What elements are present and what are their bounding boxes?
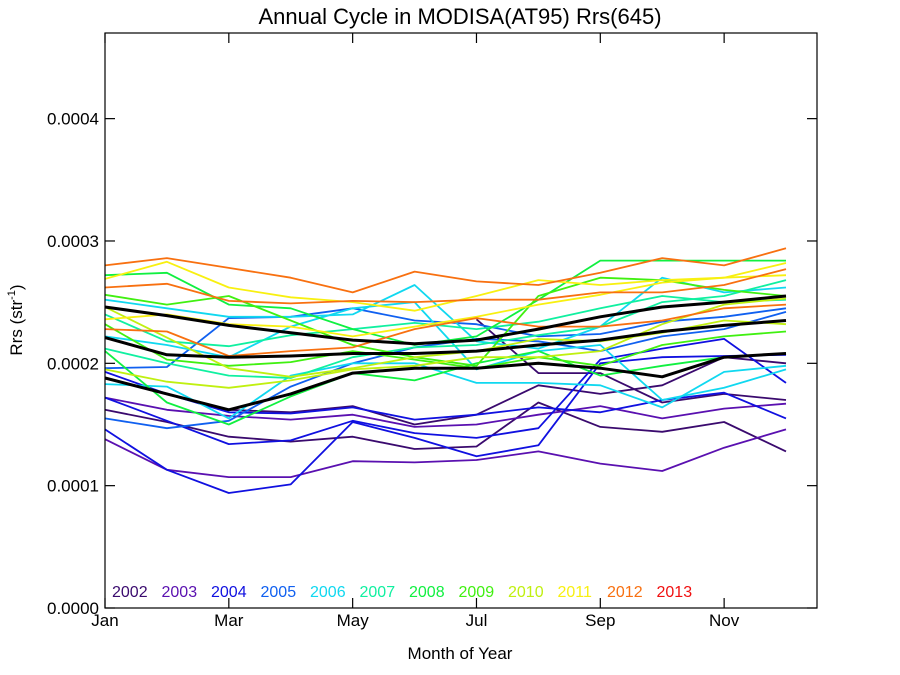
y-tick-label: 0.0001 (47, 477, 99, 496)
legend-item-2010: 2010 (508, 584, 544, 601)
y-tick-label: 0.0002 (47, 354, 99, 373)
legend-item-2008: 2008 (409, 584, 445, 601)
x-tick-label: Jul (466, 611, 488, 630)
x-tick-label: Nov (709, 611, 740, 630)
x-axis: Jan Mar May Jul Sep Nov (91, 33, 740, 630)
legend-item-2005: 2005 (261, 584, 297, 601)
y-tick-label: 0.0004 (47, 110, 99, 129)
x-tick-label: Mar (214, 611, 244, 630)
series-line-11 (104, 362, 787, 420)
x-axis-label: Month of Year (408, 644, 513, 663)
legend-item-2009: 2009 (459, 584, 495, 601)
chart-title: Annual Cycle in MODISA(AT95) Rrs(645) (258, 4, 661, 29)
series-line-14 (104, 295, 787, 348)
legend-item-2003: 2003 (162, 584, 198, 601)
plot-frame (104, 32, 818, 609)
legend-item-2012: 2012 (607, 584, 643, 601)
legend-item-2013: 2013 (657, 584, 693, 601)
y-tick-label: 0.0000 (47, 599, 99, 618)
y-axis-label-superscript: -1 (6, 290, 18, 300)
series-line-6 (104, 353, 787, 494)
series-line-28 (104, 319, 787, 359)
series-line-15 (104, 279, 787, 379)
series-line-24 (104, 247, 787, 294)
legend-item-2004: 2004 (211, 584, 247, 601)
y-axis-label-end: ) (7, 284, 26, 290)
x-tick-label: May (337, 611, 370, 630)
x-tick-label: Sep (585, 611, 615, 630)
series-line-21 (104, 297, 787, 389)
series-line-4 (104, 428, 787, 478)
y-tick-label: 0.0003 (47, 232, 99, 251)
series-line-18 (104, 323, 787, 370)
series-line-7 (104, 338, 787, 445)
series-line-1 (104, 401, 787, 453)
y-axis-label: Rrs (str-1) (6, 284, 26, 355)
series-line-17 (104, 350, 787, 426)
series-line-29 (104, 352, 787, 412)
series-line-13 (104, 276, 787, 350)
legend-item-2011: 2011 (558, 584, 593, 601)
series-layer (104, 247, 787, 494)
series-line-25 (104, 268, 787, 305)
series-line-27 (104, 294, 787, 346)
series-line-26 (104, 303, 787, 357)
x-tick-label: Jan (91, 611, 118, 630)
y-axis-label-main: Rrs (str (7, 300, 26, 356)
legend-item-2002: 2002 (112, 584, 148, 601)
legend-item-2007: 2007 (360, 584, 396, 601)
series-line-5 (104, 396, 787, 428)
legend: 2002 2003 2004 2005 2006 2007 2008 2009 2010 2011… (112, 584, 692, 601)
series-line-22 (104, 260, 787, 312)
y-axis: 0.0000 0.0001 0.0002 0.0003 0.0004 (47, 110, 817, 618)
legend-item-2006: 2006 (310, 584, 346, 601)
series-line-12 (104, 301, 787, 401)
